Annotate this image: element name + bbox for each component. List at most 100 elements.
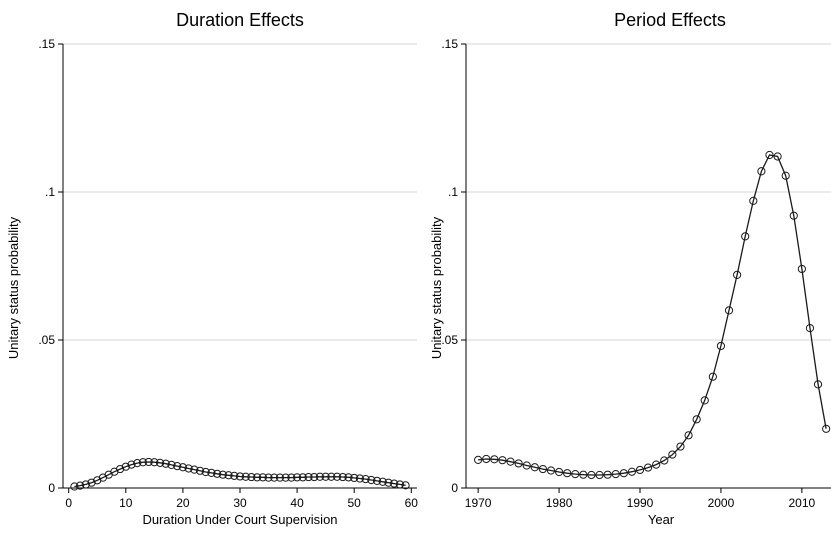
data-point [372, 476, 382, 485]
data-point [716, 341, 726, 351]
data-point [765, 150, 774, 160]
period-effects-panel: Period Effects 0 .05 .1 .15 1970 1980 1990 2000 2… [429, 10, 831, 527]
data-point [741, 232, 750, 241]
data-point [190, 465, 199, 474]
data-point [757, 167, 766, 176]
data-point [627, 467, 637, 476]
data-point [749, 196, 758, 205]
chart-title: Period Effects [614, 10, 726, 30]
data-point [660, 456, 669, 465]
data-point [281, 473, 290, 482]
x-tick-label: 60 [405, 496, 419, 510]
x-tick-label: 1990 [627, 496, 654, 510]
data-point [144, 457, 153, 467]
y-tick-label: .1 [448, 185, 458, 199]
data-point [264, 473, 273, 482]
x-tick-label: 40 [290, 496, 304, 510]
x-tick-label: 1970 [465, 496, 492, 510]
data-point [603, 470, 612, 479]
data-point [733, 270, 742, 279]
data-point [474, 455, 483, 464]
data-point [327, 472, 336, 481]
data-point [258, 473, 267, 482]
data-point [643, 463, 653, 472]
x-axis-label: Duration Under Court Supervision [142, 512, 337, 527]
data-point [218, 470, 227, 479]
data-point [178, 463, 188, 472]
data-point [692, 415, 701, 424]
data-point [350, 473, 359, 483]
data-point [184, 464, 193, 473]
series-line [478, 154, 827, 476]
data-point [275, 473, 285, 482]
data-point [522, 461, 531, 470]
x-tick-label: 10 [119, 496, 133, 510]
data-point [781, 171, 790, 180]
data-point [822, 424, 831, 433]
data-point [571, 469, 580, 479]
y-tick-label: .15 [38, 37, 55, 51]
data-point [579, 470, 588, 479]
data-point [241, 472, 250, 481]
data-point [81, 480, 90, 489]
x-tick-label: 2000 [708, 496, 735, 510]
data-point [708, 372, 717, 381]
data-point [619, 469, 628, 478]
data-point [773, 152, 782, 161]
x-tick-label: 0 [65, 496, 72, 510]
data-point [133, 459, 142, 468]
x-tick-label: 30 [233, 496, 247, 510]
data-point [310, 472, 319, 482]
data-point [230, 471, 239, 480]
data-point [538, 464, 547, 474]
data-point [270, 473, 279, 482]
data-point [514, 459, 523, 468]
data-point [554, 467, 564, 477]
data-point [367, 475, 376, 485]
data-point [395, 480, 404, 489]
x-axis-label: Year [648, 512, 675, 527]
y-tick-label: 0 [48, 481, 55, 495]
data-point [652, 460, 661, 469]
data-point [298, 473, 307, 482]
data-point [546, 466, 556, 475]
x-tick-label: 50 [348, 496, 362, 510]
data-point [384, 478, 393, 487]
data-point [390, 479, 399, 488]
data-point [676, 442, 685, 451]
data-point [207, 468, 216, 478]
data-point [700, 396, 709, 405]
data-point [338, 472, 347, 482]
data-point [292, 473, 302, 482]
data-point [611, 469, 620, 479]
data-point [724, 306, 734, 315]
data-point [797, 264, 806, 274]
data-point [595, 470, 604, 480]
data-point [563, 469, 572, 478]
data-point [361, 475, 370, 484]
y-axis-label: Unitary status probability [6, 216, 21, 359]
data-point [253, 473, 262, 482]
data-point [138, 458, 148, 467]
data-point [355, 474, 365, 483]
data-point [805, 324, 815, 333]
data-point [87, 478, 96, 487]
data-point [115, 464, 125, 474]
data-point [150, 458, 159, 467]
y-tick-label: .05 [38, 333, 55, 347]
data-point [506, 457, 515, 466]
data-point [195, 466, 205, 475]
data-point [635, 465, 645, 475]
y-tick-label: .1 [45, 185, 55, 199]
data-point [344, 473, 353, 482]
duration-effects-panel: Duration Effects 0 .05 .1 .15 0 10 20 30 40 50 60 Du… [6, 10, 418, 527]
x-tick-label: 1980 [546, 496, 573, 510]
data-point [789, 211, 798, 220]
y-tick-label: .05 [441, 333, 458, 347]
x-tick-label: 20 [176, 496, 190, 510]
data-point [378, 477, 387, 486]
data-point [482, 454, 491, 464]
data-point [490, 455, 499, 464]
